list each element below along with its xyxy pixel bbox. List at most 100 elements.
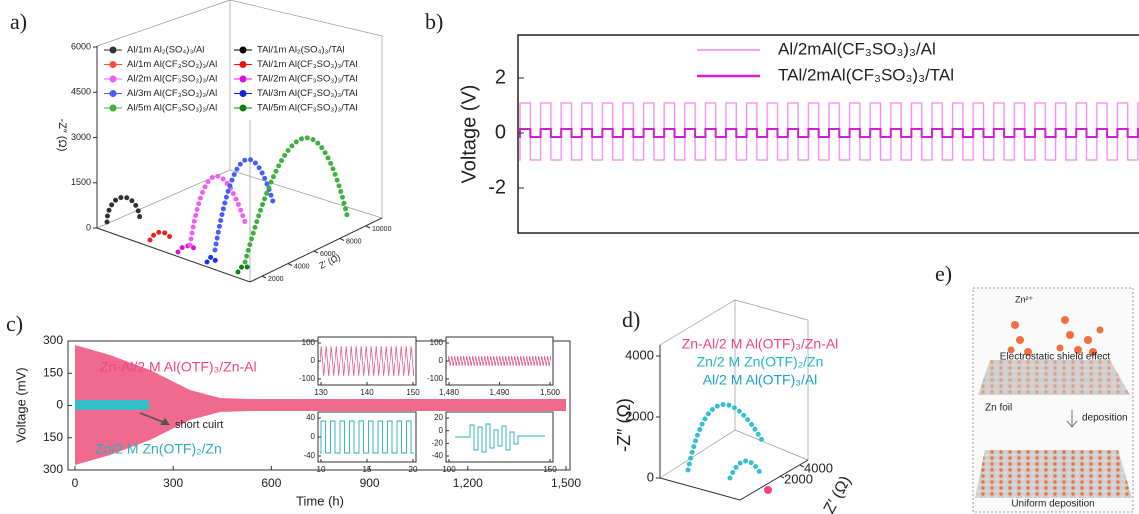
x-tick-label: 1,200 xyxy=(453,476,483,490)
tick-mark xyxy=(365,225,371,229)
x-tick-label: 2000 xyxy=(784,471,813,486)
inset-x-tick-label: 150 xyxy=(543,465,557,474)
legend-label: Al/1m Al(CF₃SO₃)₃/Al xyxy=(127,59,217,70)
inset-x-tick-label: 130 xyxy=(314,388,328,397)
inset-x-tick-label: 150 xyxy=(406,388,420,397)
inset-y-tick-label: 0 xyxy=(439,426,444,435)
arrow xyxy=(1066,410,1078,428)
y-tick-label: 300 xyxy=(43,462,63,476)
y-tick-label: 6000 xyxy=(71,41,91,51)
panel-a-frame xyxy=(96,0,383,283)
legend-label: Zn/2 M Zn(OTF)₂/Zn xyxy=(697,354,824,370)
y-tick-label: 4000 xyxy=(625,347,654,362)
inset-x-tick-label: 15 xyxy=(363,465,372,474)
inset-wave xyxy=(455,423,545,453)
legend-marker xyxy=(239,75,247,83)
plot-frame xyxy=(517,34,1139,234)
x-tick-label: 600 xyxy=(261,476,281,490)
legend-marker xyxy=(239,61,247,68)
x-tick-label: 300 xyxy=(163,476,183,490)
series-label: Zn-Al/2 M Al(OTF)₃/Zn-Al xyxy=(100,359,257,375)
inset-x-tick-label: 1,480 xyxy=(439,388,460,397)
panel-label: b) xyxy=(425,9,443,34)
inset-x-tick-label: 100 xyxy=(442,465,456,474)
waveform-tal xyxy=(519,90,1139,170)
dendrites xyxy=(1007,316,1104,356)
legend-marker xyxy=(239,46,247,54)
x-tick-label: 1,500 xyxy=(551,476,581,490)
legend-label: TAl/2mAl(CF₃SO₃)₃/TAl xyxy=(778,65,954,84)
y-tick-label: 4500 xyxy=(71,87,91,97)
inset-y-tick-label: -20 xyxy=(431,438,443,447)
legend-marker xyxy=(239,90,247,97)
legend-label: TAl/3m Al(CF₃SO₃)₃/TAl xyxy=(257,88,357,99)
uniform-layer xyxy=(975,450,1132,498)
inset-wave xyxy=(448,350,551,372)
y-tick-label: 2000 xyxy=(625,408,654,423)
y-tick-label: 150 xyxy=(43,365,63,379)
panel-d-frame xyxy=(659,299,809,501)
legend-label: Al/2mAl(CF₃SO₃)₃/Al xyxy=(778,39,936,58)
legend-marker xyxy=(109,90,117,97)
x-tick-label: 4000 xyxy=(804,460,833,475)
legend-marker xyxy=(109,104,117,112)
y-tick-label: 2 xyxy=(495,66,506,88)
arrow-head xyxy=(160,418,170,425)
legend-label: TAl/1m Al(CF₃SO₃)₃/TAl xyxy=(257,59,357,70)
zn-foil-surface xyxy=(978,360,1130,395)
legend-label: Al/5m Al(CF₃SO₃)₃/Al xyxy=(127,103,217,114)
x-tick-label: 0 xyxy=(72,476,79,490)
x-tick-label: 900 xyxy=(360,476,380,490)
tick-mark xyxy=(287,263,293,266)
y-axis-title: Voltage (mV) xyxy=(13,367,28,442)
inset-y-tick-label: 100 xyxy=(430,338,444,347)
x-axis-title: Time (h) xyxy=(296,493,344,508)
legend-label: TAl/2m Al(CF₃SO₃)₃/TAl xyxy=(257,74,357,85)
tick-mark xyxy=(799,464,805,468)
inset-x-tick-label: 140 xyxy=(360,388,374,397)
x-tick-label: 6000 xyxy=(320,251,336,258)
y-tick-label: 0 xyxy=(495,121,506,143)
foil-label: Zn foil xyxy=(985,403,1012,414)
voltage-band-znal xyxy=(75,345,566,465)
panel-label: d) xyxy=(622,307,640,332)
legend-marker xyxy=(109,75,117,83)
panel-label: a) xyxy=(10,9,27,34)
legend-label: Al/2m Al(CF₃SO₃)₃/Al xyxy=(127,74,217,85)
y-axis-title: Voltage (V) xyxy=(458,85,480,184)
inset-wave xyxy=(320,340,414,383)
legend-label: TAl/1m Al₂(SO₄)₃/TAl xyxy=(257,45,345,56)
tick-mark xyxy=(313,250,319,254)
y-tick-label: 1500 xyxy=(71,177,91,187)
x-axis-title: Z′ (Ω) xyxy=(821,473,855,514)
panel-label: e) xyxy=(935,261,952,286)
y-tick-label: 3000 xyxy=(71,132,91,142)
legend-marker xyxy=(239,104,247,112)
panel-label: c) xyxy=(6,311,23,336)
series-label: Zn/2 M Zn(OTF)₂/Zn xyxy=(95,441,222,457)
inset-y-tick-label: -40 xyxy=(303,451,315,460)
inset-y-tick-label: 40 xyxy=(306,413,315,422)
y-axis-title: -Z″ (Ω) xyxy=(56,119,68,152)
legend-label: Al/1m Al₂(SO₄)₃/Al xyxy=(127,45,204,56)
tick-mark xyxy=(779,475,785,479)
inset-y-tick-label: 20 xyxy=(434,413,443,422)
x-tick-label: 10000 xyxy=(372,226,392,233)
annotation: short cuirt xyxy=(175,419,223,431)
y-tick-label: 0 xyxy=(56,398,63,412)
y-tick-label: -2 xyxy=(488,176,506,198)
inset-y-tick-label: 0 xyxy=(311,432,316,441)
inset-y-tick-label: -100 xyxy=(299,374,316,383)
inset-wave xyxy=(320,418,414,456)
legend-label: Al/3m Al(CF₃SO₃)₃/Al xyxy=(127,88,217,99)
inset-x-tick-label: 1,490 xyxy=(489,388,510,397)
tick-mark xyxy=(261,275,267,279)
inset-x-tick-label: 20 xyxy=(409,465,418,474)
x-tick-label: 2000 xyxy=(268,276,284,283)
y-tick-label: 150 xyxy=(43,430,63,444)
voltage-band-zn xyxy=(75,400,149,410)
y-tick-label: 0 xyxy=(86,222,91,232)
legend-marker xyxy=(109,46,117,54)
inset-y-tick-label: -40 xyxy=(431,451,443,460)
